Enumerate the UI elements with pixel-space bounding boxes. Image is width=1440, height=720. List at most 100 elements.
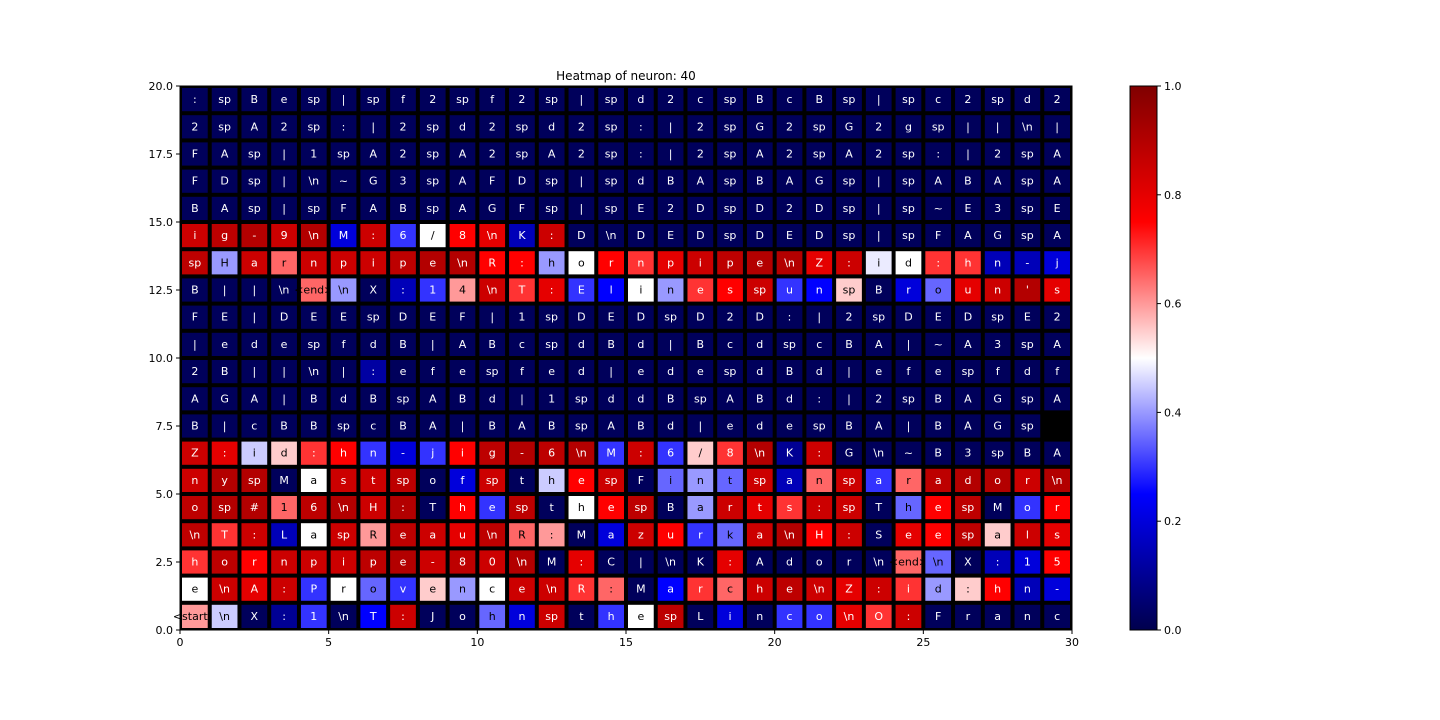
cell-token: i	[193, 229, 196, 242]
cell-token: Z	[191, 447, 199, 460]
cell-token: \n	[308, 229, 319, 242]
cell-token: B	[191, 202, 199, 215]
cell-square	[1014, 305, 1041, 329]
cell-square	[836, 196, 862, 220]
heatmap-cell: :	[568, 550, 595, 574]
cell-token: h	[340, 447, 347, 460]
heatmap-cell: A	[836, 142, 862, 166]
cell-square	[925, 468, 952, 492]
heatmap-cell: |	[241, 278, 268, 302]
cell-token: sp	[783, 338, 796, 351]
cell-token: H	[220, 256, 228, 269]
heatmap-cell: \n	[925, 550, 952, 574]
heatmap-cell: sp	[390, 387, 416, 411]
cell-square	[182, 305, 208, 329]
cell-square	[717, 496, 743, 520]
heatmap-cell: |	[865, 88, 892, 112]
heatmap-cell: E	[925, 305, 952, 329]
cell-token: p	[310, 556, 317, 569]
cell-square	[806, 332, 833, 356]
heatmap-cell: d	[657, 360, 684, 384]
cell-token: sp	[843, 175, 856, 188]
cell-token: sp	[1021, 420, 1034, 433]
cell-token: |	[817, 311, 821, 324]
cell-square	[687, 604, 714, 628]
heatmap-cell: n	[687, 468, 714, 492]
cell-square	[449, 278, 476, 302]
cell-token: sp	[248, 202, 261, 215]
cell-token: e	[548, 365, 555, 378]
heatmap-cell: 2	[1044, 88, 1070, 112]
cell-square	[390, 577, 416, 601]
cell-square	[836, 550, 862, 574]
heatmap-cell: G	[984, 224, 1011, 248]
cell-token: 2	[875, 392, 882, 405]
cell-square	[925, 360, 952, 384]
cell-token: A	[697, 175, 705, 188]
cell-square	[598, 88, 624, 112]
heatmap-cell: :	[360, 224, 387, 248]
heatmap-cell: \n	[330, 604, 357, 628]
cell-square	[330, 88, 357, 112]
heatmap-cell: i	[330, 550, 357, 574]
cell-token: :	[550, 284, 554, 297]
heatmap-cell: sp	[479, 468, 506, 492]
cell-square	[419, 604, 446, 628]
cell-token: A	[964, 229, 972, 242]
cell-token: sp	[218, 120, 231, 133]
cell-token: d	[370, 338, 377, 351]
cell-token: h	[459, 501, 466, 514]
cell-token: n	[1024, 610, 1031, 623]
colorbar-tick-label: 0.4	[1164, 406, 1182, 419]
heatmap-cell: D	[568, 305, 595, 329]
heatmap-cell: :	[271, 604, 297, 628]
cell-token: i	[907, 583, 910, 596]
cell-square	[300, 577, 327, 601]
heatmap-cell: :	[628, 441, 654, 465]
heatmap-cell: :	[628, 115, 654, 139]
cell-square	[330, 387, 357, 411]
cell-square	[390, 251, 416, 275]
heatmap-cell: t	[509, 468, 535, 492]
cell-square	[509, 414, 535, 438]
heatmap-cell: h	[598, 604, 624, 628]
heatmap-cell: sp	[509, 142, 535, 166]
cell-square	[479, 496, 506, 520]
cell-square	[211, 169, 238, 193]
cell-square	[687, 387, 714, 411]
cell-token: B	[191, 420, 199, 433]
cell-token: |	[520, 392, 524, 405]
cell-token: h	[489, 610, 496, 623]
cell-token: sp	[545, 93, 558, 106]
heatmap-cell: e	[717, 414, 743, 438]
heatmap-cell: F	[479, 169, 506, 193]
cell-square	[955, 360, 981, 384]
heatmap-cell: i	[360, 251, 387, 275]
heatmap-cell: 2	[479, 142, 506, 166]
heatmap-cell: n	[271, 550, 297, 574]
cell-square	[925, 496, 952, 520]
cell-token: \n	[1022, 120, 1033, 133]
heatmap-cell: sp	[1014, 169, 1041, 193]
heatmap-cell: 2	[657, 88, 684, 112]
cell-token: \n	[814, 583, 825, 596]
cell-square	[360, 332, 387, 356]
cell-token: g	[221, 229, 228, 242]
heatmap-cell: g	[211, 224, 238, 248]
cell-token: e	[519, 583, 526, 596]
heatmap-cell: E	[628, 196, 654, 220]
cell-square	[1044, 387, 1070, 411]
heatmap-cell: n	[806, 468, 833, 492]
cell-token: sp	[724, 120, 737, 133]
cell-square	[390, 169, 416, 193]
cell-square	[419, 360, 446, 384]
cell-token: \n	[338, 284, 349, 297]
cell-token: t	[728, 474, 733, 487]
cell-square	[865, 496, 892, 520]
cell-token: A	[251, 392, 259, 405]
colorbar-tick-label: 0.8	[1164, 189, 1182, 202]
cell-token: B	[1024, 447, 1032, 460]
cell-token: E	[578, 284, 585, 297]
cell-token: F	[459, 311, 465, 324]
cell-square	[806, 278, 833, 302]
